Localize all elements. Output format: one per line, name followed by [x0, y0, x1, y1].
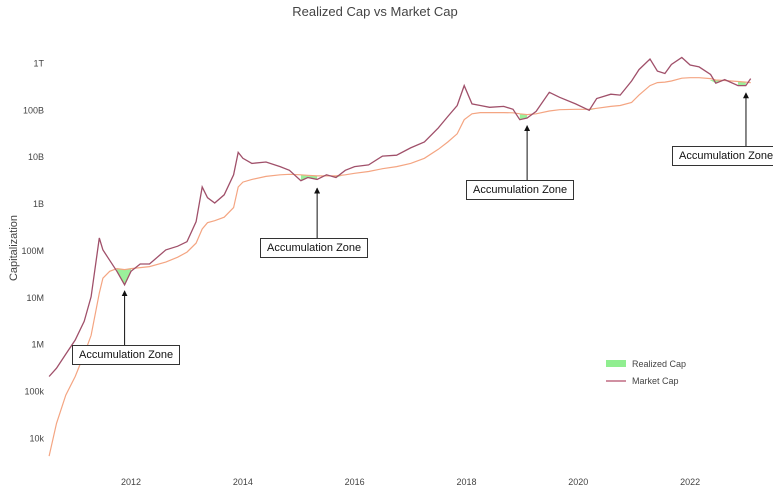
legend-label-realized-cap: Realized Cap [632, 359, 686, 369]
y-tick-label: 100B [23, 105, 44, 115]
x-tick-label: 2018 [456, 477, 476, 487]
y-tick-label: 100M [21, 246, 44, 256]
accumulation-zone-fill [300, 174, 318, 181]
y-tick-label: 10M [26, 293, 44, 303]
y-tick-label: 100k [24, 387, 44, 397]
y-tick-label: 10k [29, 433, 44, 443]
accumulation-zone-fill [709, 80, 722, 84]
y-tick-label: 1M [31, 340, 44, 350]
accumulation-zone-label: Accumulation Zone [72, 345, 181, 365]
market-cap-line [48, 56, 752, 377]
chart-title: Realized Cap vs Market Cap [292, 4, 457, 19]
accumulation-zone-fill [116, 268, 131, 285]
accumulation-zone-label: Accumulation Zone [672, 146, 773, 166]
accumulation-zone-label: Accumulation Zone [466, 180, 575, 200]
y-axis-label: Capitalization [8, 215, 20, 281]
realized-cap-line [48, 77, 751, 457]
y-tick-label: 1B [33, 199, 44, 209]
accumulation-zone-label: Accumulation Zone [260, 238, 369, 258]
legend-swatch-realized-cap [606, 360, 626, 367]
x-tick-label: 2022 [680, 477, 700, 487]
y-tick-label: 10B [28, 152, 44, 162]
x-tick-label: 2020 [568, 477, 588, 487]
legend-label-market-cap: Market Cap [632, 376, 679, 386]
x-tick-label: 2014 [233, 477, 253, 487]
y-tick-label: 1T [33, 58, 44, 68]
x-tick-label: 2012 [121, 477, 141, 487]
x-tick-label: 2016 [345, 477, 365, 487]
